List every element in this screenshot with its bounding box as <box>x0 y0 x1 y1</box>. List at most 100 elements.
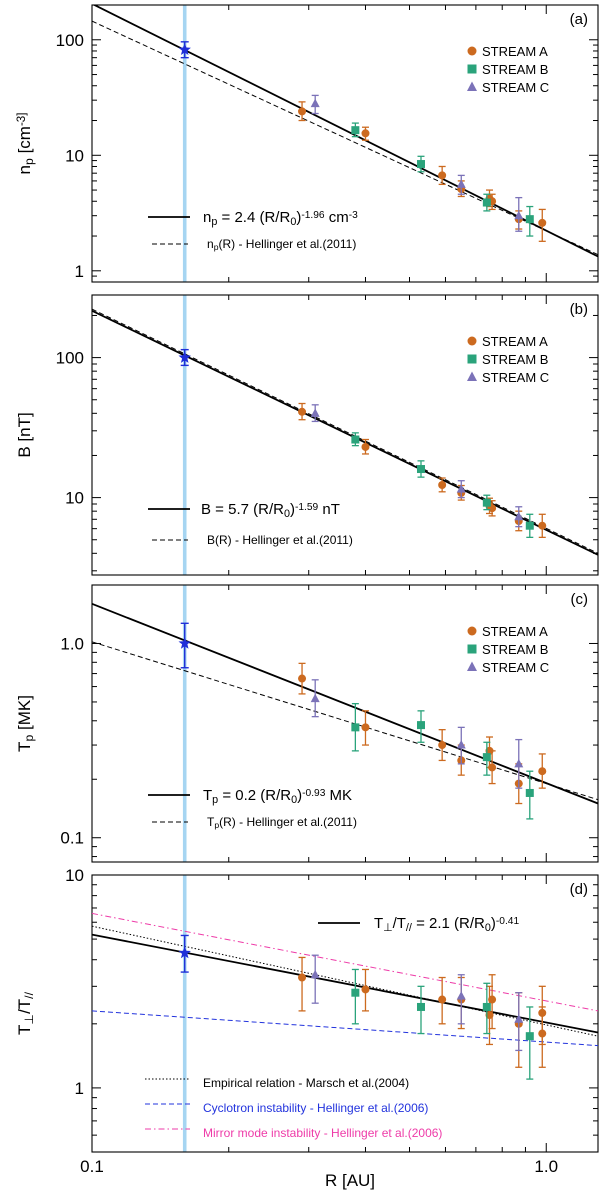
fit-line <box>92 641 598 801</box>
y-tick-label: 10 <box>65 146 84 165</box>
fit-legend-label: B(R) - Hellinger et al.(2011) <box>207 533 353 547</box>
y-axis-label: T⊥/T// <box>15 991 36 1035</box>
legend-label: STREAM C <box>482 370 549 385</box>
point-stream-b <box>525 215 534 224</box>
y-tick-label: 1 <box>75 1079 84 1098</box>
legend-label: STREAM A <box>482 624 548 639</box>
point-stream-b <box>482 498 491 507</box>
y-tick-label: 100 <box>56 349 84 368</box>
legend-marker-stream-c <box>467 371 477 381</box>
y-tick-label: 1.0 <box>60 634 84 653</box>
y-axis-label: Tp [MK] <box>15 695 36 752</box>
fit-line <box>92 912 598 1012</box>
legend-marker-stream-c <box>467 661 477 671</box>
point-stream-b <box>416 160 425 169</box>
fit-legend-label: Tp(R) - Hellinger et al.(2011) <box>207 815 357 830</box>
point-stream-a <box>538 218 547 227</box>
point-stream-c <box>514 511 524 521</box>
star-point <box>178 946 191 959</box>
fit-line <box>92 602 598 805</box>
point-stream-a <box>298 107 307 116</box>
legend-label: STREAM A <box>482 44 548 59</box>
fit-line <box>92 1010 598 1047</box>
legend-label: STREAM B <box>482 62 548 77</box>
point-stream-a <box>438 995 447 1004</box>
fit-legend-label: T⊥/T// = 2.1 (R/R0)-0.41 <box>374 915 519 934</box>
legend-marker-stream-a <box>467 46 477 56</box>
highlight-band <box>182 295 187 575</box>
legend-label: STREAM C <box>482 80 549 95</box>
point-stream-a <box>488 995 497 1004</box>
fit-line <box>92 925 598 1037</box>
panel-frame <box>91 294 599 576</box>
fit-line <box>92 20 598 256</box>
y-tick-label: 10 <box>65 489 84 508</box>
fit-line <box>92 309 598 556</box>
point-stream-a <box>438 481 447 490</box>
fit-line <box>92 933 598 1034</box>
star-point <box>178 637 191 649</box>
fit-line <box>92 5 598 258</box>
point-stream-a <box>361 442 370 451</box>
legend-marker-stream-c <box>467 81 477 91</box>
panel-d: 1 10 T⊥/T// (d) T⊥/T// = 2.1 (R/R0)-0.41 Empi… <box>15 866 599 1176</box>
point-stream-b <box>416 721 425 730</box>
point-stream-b <box>351 988 360 997</box>
fit-legend-label: np(R) - Hellinger et al.(2011) <box>207 237 356 252</box>
legend-marker-stream-b <box>467 64 477 74</box>
legend-label: STREAM B <box>482 352 548 367</box>
legend-label: STREAM A <box>482 334 548 349</box>
point-stream-c <box>310 98 320 108</box>
point-stream-b <box>351 126 360 135</box>
fit-legend-label: Tp = 0.2 (R/R0)-0.93 MK <box>203 787 352 806</box>
y-tick-label: 0.1 <box>60 829 84 848</box>
point-stream-b <box>482 198 491 207</box>
point-stream-a <box>438 741 447 750</box>
point-stream-a <box>361 129 370 138</box>
legend: STREAM A STREAM B STREAM C <box>467 624 549 675</box>
point-stream-c <box>514 1014 524 1023</box>
point-stream-b <box>525 788 534 797</box>
point-stream-b <box>525 521 534 530</box>
point-stream-c <box>456 179 466 188</box>
panel-label: (d) <box>570 881 588 898</box>
highlight-band <box>182 875 187 1152</box>
legend-marker-stream-b <box>467 644 477 654</box>
panel-frame <box>91 584 599 863</box>
point-stream-b <box>416 465 425 474</box>
highlight-band <box>182 5 187 282</box>
point-stream-a <box>438 171 447 180</box>
point-stream-c <box>456 740 466 749</box>
highlight-band <box>182 585 187 862</box>
point-stream-b <box>525 1032 534 1041</box>
panel-label: (c) <box>571 591 589 608</box>
panel-b: 10 100 B [nT] (b) STREAM A STREAM B STREAM C B … <box>15 294 599 576</box>
point-stream-c <box>514 210 524 220</box>
y-tick-label: 100 <box>56 31 84 50</box>
panel-frame <box>91 874 599 1153</box>
fit-legend-label: Mirror mode instability - Hellinger et a… <box>203 1126 442 1140</box>
fit-legend-label: B = 5.7 (R/R0)-1.59 nT <box>201 501 340 520</box>
legend-marker-stream-b <box>467 354 477 364</box>
point-stream-b <box>351 723 360 732</box>
fit-legend-label: Empirical relation - Marsch et al.(2004) <box>203 1076 409 1090</box>
star-point <box>178 351 191 363</box>
point-stream-c <box>456 484 466 493</box>
point-stream-a <box>488 763 497 772</box>
legend-label: STREAM B <box>482 642 548 657</box>
point-stream-c <box>310 693 320 703</box>
point-stream-c <box>310 969 320 979</box>
panel-c: 0.1 1.0 Tp [MK] (c) STREAM A STREAM B STREAM C… <box>15 584 599 863</box>
y-axis-label: np [cm-3] <box>15 113 36 175</box>
fit-line <box>92 308 598 554</box>
point-stream-b <box>351 435 360 444</box>
point-stream-b <box>416 1002 425 1011</box>
fit-legend-label: np = 2.4 (R/R0)-1.96 cm-3 <box>203 209 358 228</box>
point-stream-a <box>361 723 370 732</box>
point-stream-a <box>298 407 307 416</box>
x-axis-label: R [AU] <box>325 1171 375 1190</box>
legend-label: STREAM C <box>482 660 549 675</box>
point-stream-a <box>298 674 307 683</box>
point-stream-a <box>538 521 547 530</box>
